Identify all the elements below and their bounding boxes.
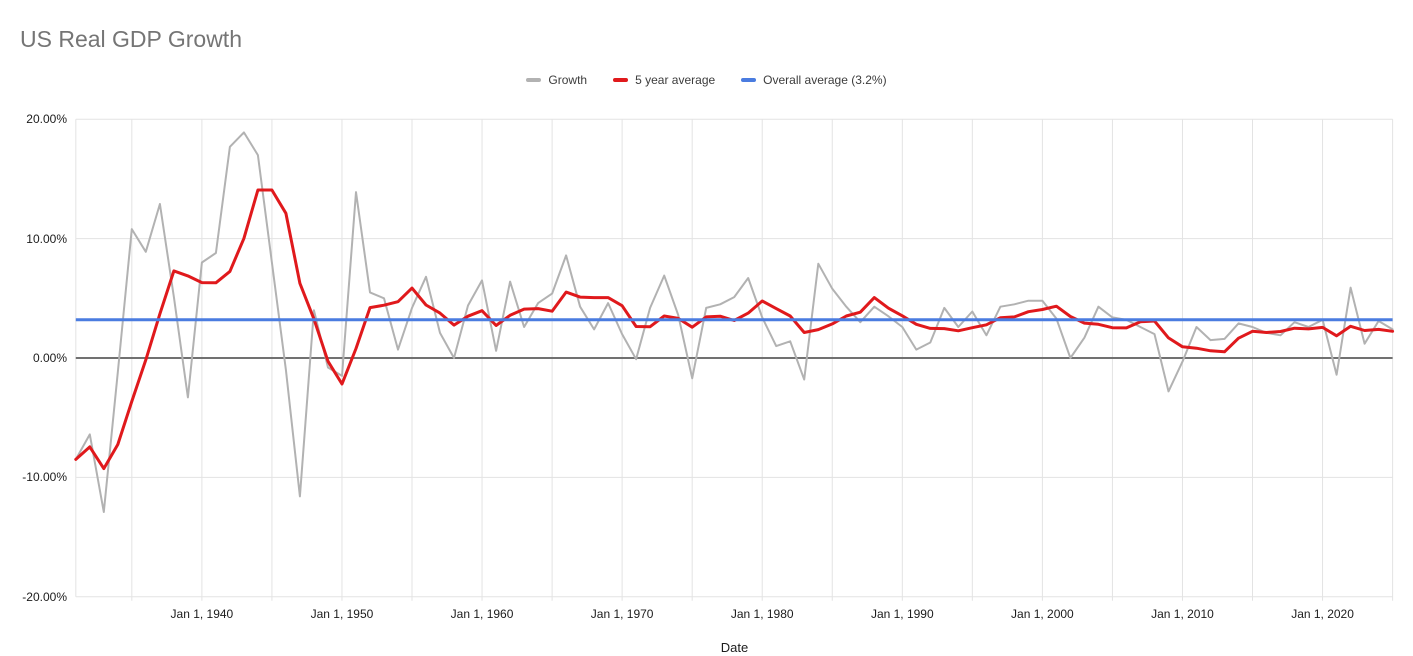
x-tick-label: Jan 1, 1950 [310,607,374,621]
x-tick-label: Jan 1, 1970 [590,607,654,621]
y-tick-label: -20.00% [22,589,67,604]
x-tick-label: Jan 1, 1940 [170,607,234,621]
x-tick-label: Jan 1, 2000 [1011,607,1074,621]
x-tick-label: Jan 1, 2010 [1151,607,1214,621]
y-tick-label: 20.00% [26,112,67,127]
x-tick-label: Jan 1, 1960 [450,607,514,621]
growth-line [74,131,1394,513]
legend-label: Overall average (3.2%) [763,73,887,87]
y-tick-label: -10.00% [22,470,67,485]
x-tick-label: Jan 1, 1980 [730,607,794,621]
x-axis-title: Date [720,640,749,655]
y-tick-label: 10.00% [26,231,67,246]
x-tick-label: Jan 1, 1990 [870,607,934,621]
legend: Growth 5 year average Overall average (3.2… [0,73,1413,87]
legend-label: 5 year average [635,73,716,87]
legend-item-overall-average-3-2: Overall average (3.2%) [741,73,887,87]
y-tick-label: 0.00% [32,351,67,365]
chart-title: US Real GDP Growth [20,26,242,52]
x-tick-label: Jan 1, 2020 [1291,607,1354,621]
legend-swatch-icon [613,78,629,82]
legend-item-5-year-average: 5 year average [613,73,715,87]
legend-swatch-icon [526,78,542,82]
legend-swatch-icon [741,78,757,82]
legend-label: Growth [548,73,588,87]
legend-item-growth: Growth [526,73,587,87]
